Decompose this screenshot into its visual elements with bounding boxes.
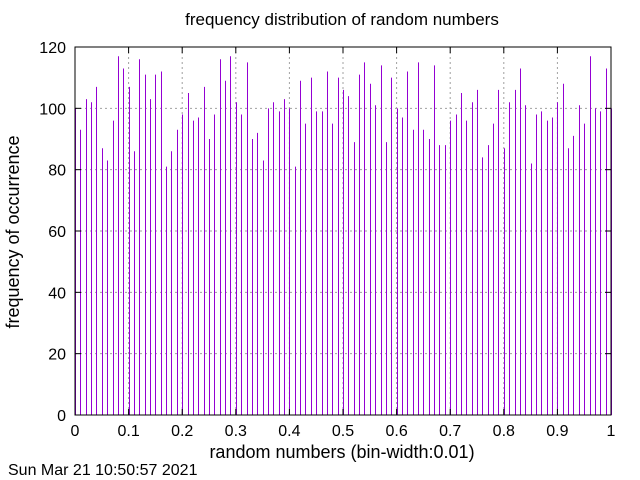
x-tick-label: 0 [71, 423, 80, 440]
y-tick-label: 120 [39, 40, 66, 57]
x-tick-label: 0.3 [225, 423, 247, 440]
chart-title: frequency distribution of random numbers [185, 10, 499, 29]
x-tick-label: 0.8 [493, 423, 515, 440]
x-tick-label: 1 [607, 423, 616, 440]
x-tick-label: 0.4 [278, 423, 300, 440]
y-tick-label: 80 [48, 163, 66, 180]
x-tick-label: 0.6 [385, 423, 407, 440]
y-tick-label: 20 [48, 347, 66, 364]
y-tick-label: 100 [39, 101, 66, 118]
timestamp-label: Sun Mar 21 10:50:57 2021 [8, 462, 198, 479]
x-tick-label: 0.7 [439, 423, 461, 440]
y-axis-ticks: 0 20 40 60 80 100 120 [39, 40, 611, 425]
x-tick-label: 0.5 [332, 423, 354, 440]
y-axis-label: frequency of occurrence [3, 135, 23, 328]
x-axis-label: random numbers (bin-width:0.01) [209, 442, 474, 462]
y-tick-label: 60 [48, 224, 66, 241]
y-tick-label: 0 [57, 408, 66, 425]
x-tick-label: 0.9 [546, 423, 568, 440]
y-tick-label: 40 [48, 285, 66, 302]
bar-series [75, 56, 612, 415]
x-axis-ticks: 0 0.1 0.2 0.3 0.4 0.5 0.6 0.7 0.8 0.9 1 [71, 47, 616, 440]
x-tick-label: 0.2 [171, 423, 193, 440]
x-tick-label: 0.1 [117, 423, 139, 440]
